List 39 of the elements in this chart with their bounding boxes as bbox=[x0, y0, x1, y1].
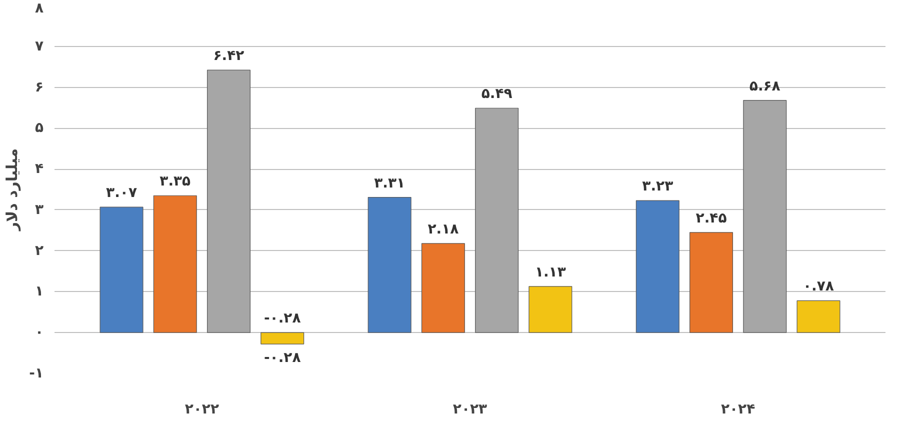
data-label: ۲.۴۵ bbox=[696, 210, 728, 226]
data-label: ۶.۴۲ bbox=[213, 48, 245, 64]
data-label: ۰.۷۸ bbox=[803, 278, 834, 295]
y-tick-label: ۵ bbox=[34, 120, 44, 136]
y-tick-label: ۸ bbox=[34, 0, 44, 16]
x-tick-label: ۲۰۲۳ bbox=[452, 402, 488, 418]
data-label: ۵.۴۹ bbox=[481, 86, 513, 102]
bar bbox=[796, 300, 840, 333]
bar bbox=[100, 206, 144, 333]
data-label: ۱.۱۳ bbox=[534, 264, 566, 280]
bar bbox=[690, 232, 734, 333]
y-tick-label: ۲ bbox=[34, 242, 44, 259]
x-tick-label: ۲۰۲۴ bbox=[720, 402, 756, 418]
data-label: ۳.۰۷ bbox=[106, 185, 138, 202]
data-label: ۳.۳۱ bbox=[374, 175, 406, 192]
y-tick-label: ۱ bbox=[34, 284, 44, 300]
data-label: ۲.۱۸ bbox=[428, 221, 460, 238]
y-tick-label: -۱ bbox=[29, 366, 44, 382]
y-tick-label: ۷ bbox=[34, 38, 44, 54]
bar bbox=[475, 108, 519, 333]
bar bbox=[260, 332, 304, 344]
bar bbox=[153, 195, 197, 333]
bar bbox=[743, 100, 787, 333]
data-label: ۳.۳۵ bbox=[160, 174, 192, 190]
annotation: -۰.۲۸ bbox=[264, 350, 302, 366]
y-tick-label: ۳ bbox=[34, 202, 44, 218]
y-axis-title: میلیارد دلار bbox=[3, 148, 22, 232]
data-label: ۵.۶۸ bbox=[749, 78, 781, 94]
bar bbox=[528, 286, 572, 333]
bar bbox=[421, 243, 465, 333]
data-label: -۰.۲۸ bbox=[264, 310, 302, 327]
y-tick-label: ۴ bbox=[34, 161, 44, 178]
bar bbox=[636, 200, 680, 333]
x-tick-label: ۲۰۲۲ bbox=[184, 402, 220, 418]
bar bbox=[368, 196, 412, 333]
y-tick-label: ۶ bbox=[34, 79, 44, 96]
data-label: ۳.۲۳ bbox=[642, 178, 674, 195]
bar bbox=[206, 70, 250, 333]
y-tick-label: ۰ bbox=[34, 324, 44, 341]
